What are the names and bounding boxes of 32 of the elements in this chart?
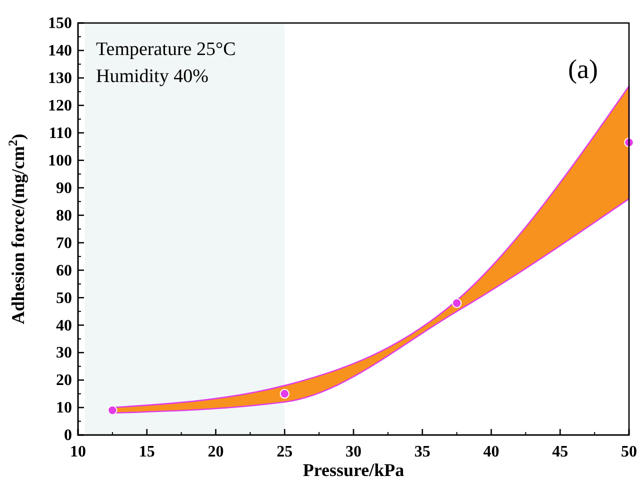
y-tick-label: 60 bbox=[56, 262, 72, 280]
y-tick-label: 120 bbox=[48, 98, 72, 115]
annotation: Temperature 25°C bbox=[96, 39, 236, 60]
annotation: Humidity 40% bbox=[96, 66, 209, 87]
y-tick-label: 80 bbox=[56, 207, 72, 224]
y-tick-label: 130 bbox=[48, 70, 72, 88]
y-tick-label: 110 bbox=[48, 124, 72, 142]
y-tick-label: 90 bbox=[56, 180, 72, 197]
point bbox=[280, 388, 290, 399]
point bbox=[108, 405, 118, 416]
x-tick-label: 35 bbox=[414, 443, 430, 460]
x-tick-label: 20 bbox=[208, 443, 224, 460]
x-tick-label: 10 bbox=[70, 443, 86, 460]
y-tick-label: 30 bbox=[56, 344, 72, 362]
y-tick-label: 20 bbox=[56, 372, 72, 390]
x-tick-label: 25 bbox=[276, 443, 293, 460]
y-tick-label: 100 bbox=[48, 152, 72, 170]
x-tick-label: 45 bbox=[552, 443, 568, 460]
x-tick-label: 50 bbox=[621, 443, 637, 460]
y-tick-label: 40 bbox=[56, 317, 72, 334]
y-tick-label: 150 bbox=[48, 15, 72, 32]
annotation: (a) bbox=[568, 54, 598, 84]
y-tick-label: 10 bbox=[56, 400, 72, 417]
y-tick-label: 0 bbox=[64, 427, 72, 444]
y-tick-label: 50 bbox=[56, 290, 72, 307]
y-tick-label: 140 bbox=[48, 42, 72, 60]
x-tick-label: 40 bbox=[483, 443, 500, 460]
x-tick-label: 15 bbox=[138, 443, 155, 460]
point bbox=[452, 298, 462, 308]
x-tick-label: 30 bbox=[346, 443, 362, 460]
x-axis-title: Pressure/kPa bbox=[302, 460, 404, 480]
y-tick-label: 70 bbox=[56, 234, 72, 252]
